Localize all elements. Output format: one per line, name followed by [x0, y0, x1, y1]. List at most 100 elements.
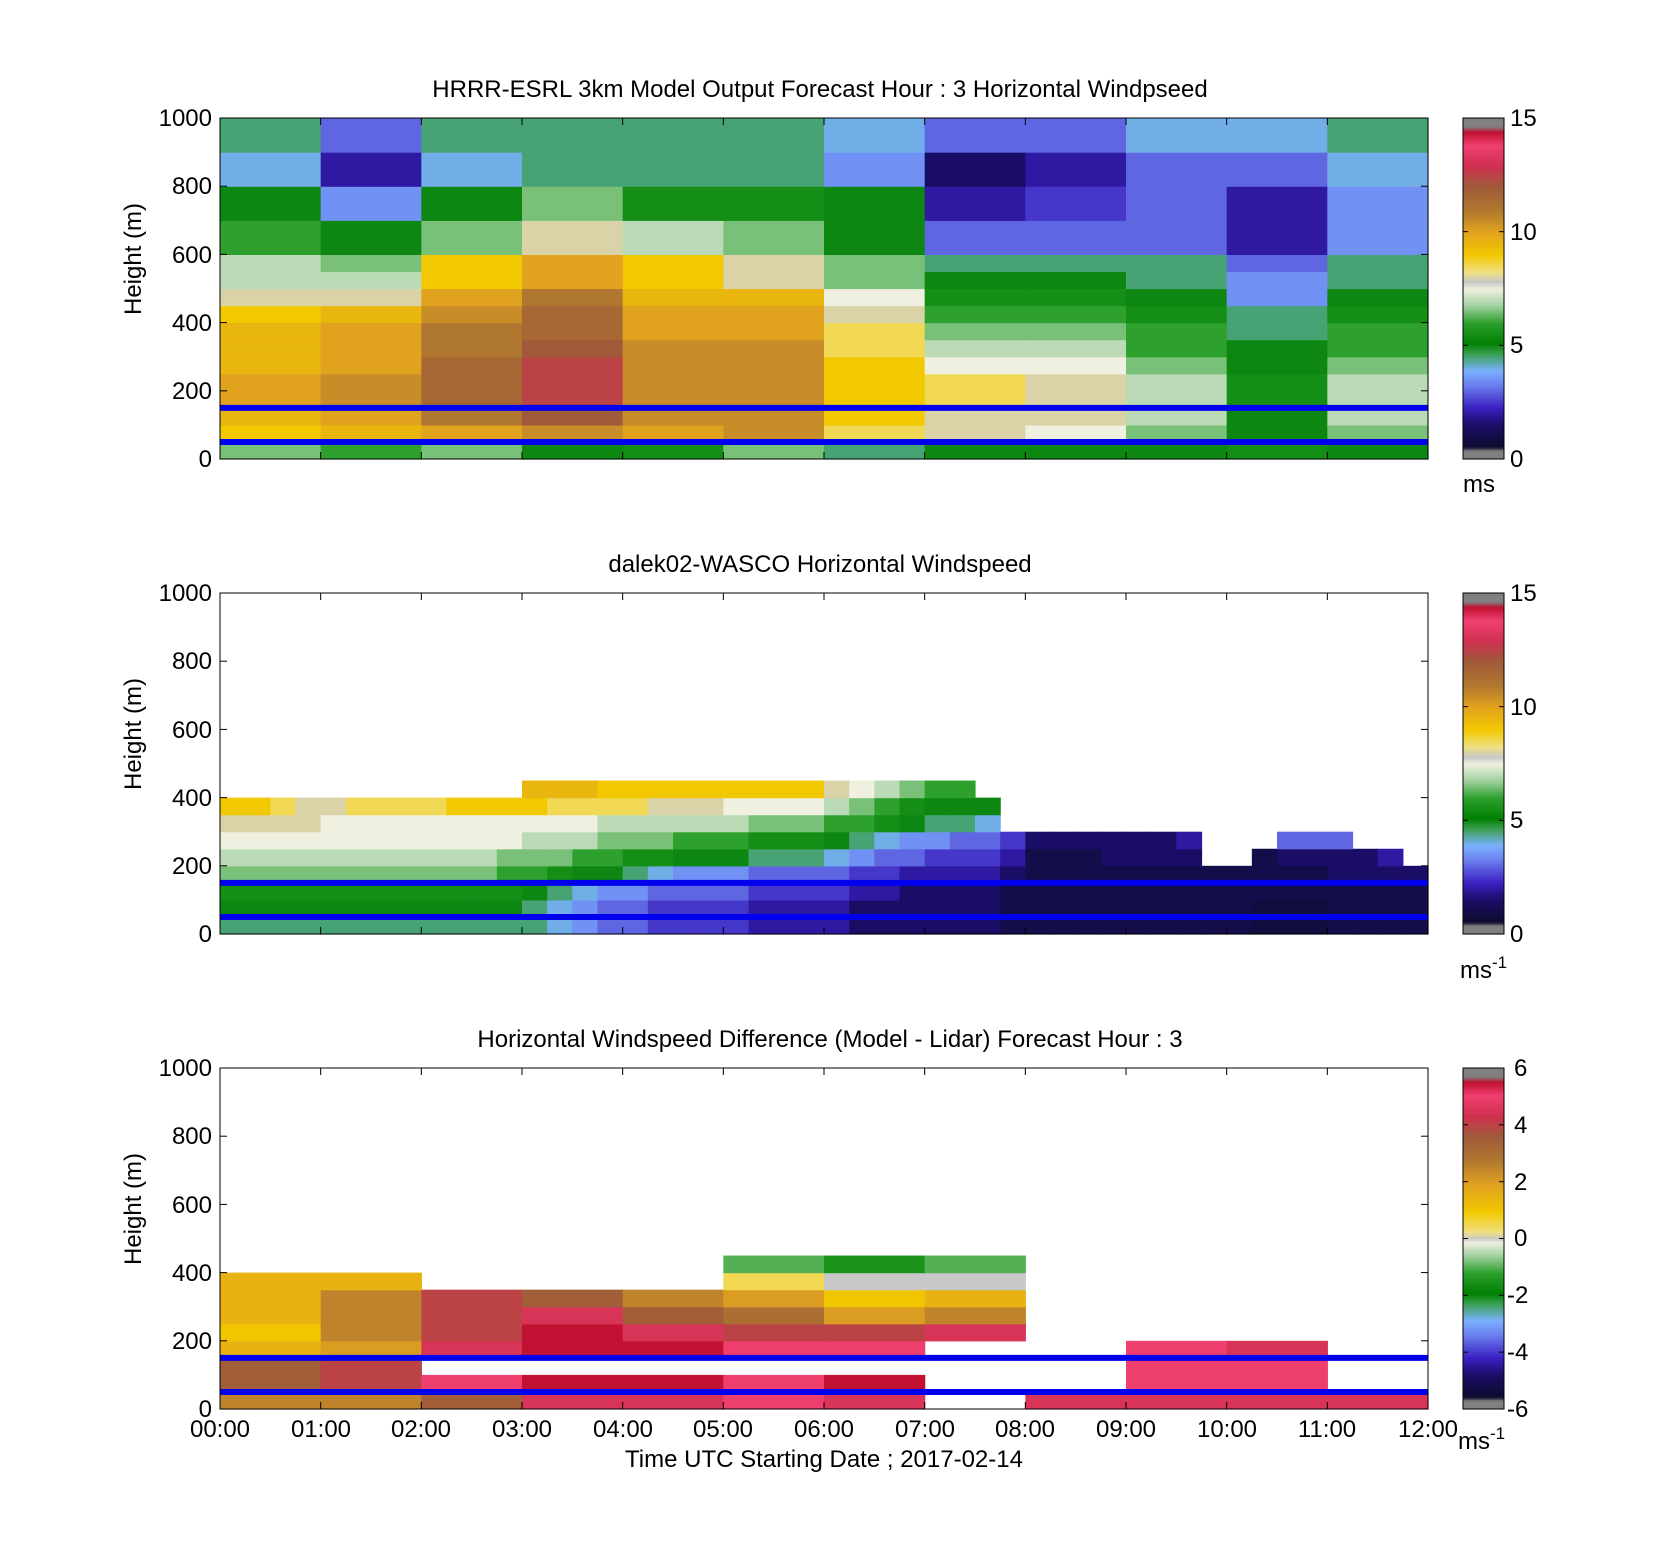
colorbar-segment [1463, 1156, 1504, 1159]
heatmap-cell [622, 814, 649, 833]
heatmap-cell [1025, 865, 1052, 884]
heatmap-cell [446, 865, 473, 884]
colorbar-segment [1463, 1126, 1504, 1129]
heatmap-cell [345, 916, 372, 935]
heatmap-cell [471, 814, 498, 833]
heatmap-cell [597, 797, 624, 816]
colorbar-unit: ms-1 [1458, 1424, 1505, 1455]
panel-lidar-y-tick-marks [220, 592, 1428, 935]
colorbar-segment [1463, 685, 1504, 688]
heatmap-cell [522, 288, 624, 307]
colorbar-segment [1463, 1308, 1504, 1312]
heatmap-cell [220, 831, 246, 850]
heatmap-cell [421, 373, 523, 392]
heatmap-cell [220, 1391, 322, 1410]
heatmap-cell [1327, 882, 1354, 901]
heatmap-cell [245, 865, 271, 884]
heatmap-cell [220, 220, 322, 255]
colorbar-segment [1463, 236, 1504, 239]
colorbar-segment [1463, 745, 1504, 749]
heatmap-cell [723, 322, 825, 341]
colorbar-segment [1463, 709, 1504, 712]
heatmap-cell [824, 848, 850, 867]
colorbar-segment [1463, 1098, 1504, 1101]
heatmap-cell [773, 848, 800, 867]
heatmap-cell [798, 865, 825, 884]
heatmap-cell [1025, 220, 1127, 255]
colorbar-segment [1463, 1244, 1504, 1248]
colorbar-segment [1463, 881, 1504, 885]
x-axis-label: Time UTC Starting Date ; 2017-02-14 [625, 1446, 1023, 1473]
heatmap-cell [824, 271, 926, 290]
heatmap-cell [723, 288, 825, 307]
colorbar-tick-label: -4 [1507, 1339, 1528, 1366]
heatmap-cell [849, 831, 875, 850]
colorbar-segment [1463, 1178, 1504, 1181]
heatmap-cell [723, 848, 750, 867]
colorbar-segment [1463, 1226, 1504, 1230]
colorbar-tick-label: 2 [1514, 1169, 1527, 1196]
colorbar-segment [1463, 627, 1504, 630]
heatmap-cell [824, 1272, 926, 1291]
heatmap-cell [245, 899, 271, 918]
heatmap-cell [924, 390, 1026, 409]
heatmap-cell [924, 271, 1026, 290]
heatmap-cell [723, 186, 825, 221]
colorbar-segment [1463, 1142, 1504, 1145]
heatmap-cell [1327, 441, 1429, 460]
colorbar-segment [1463, 1404, 1504, 1408]
colorbar-segment [1463, 214, 1504, 217]
heatmap-cell [622, 186, 724, 221]
colorbar-segment [1463, 1374, 1504, 1378]
heatmap-cell [270, 882, 297, 901]
heatmap-cell [924, 899, 951, 918]
colorbar-segment [1463, 705, 1504, 708]
colorbar-segment [1463, 905, 1504, 909]
colorbar-box [1462, 592, 1505, 935]
heatmap-cell [496, 831, 523, 850]
colorbar-segment [1463, 1394, 1504, 1398]
heatmap-cell [1050, 865, 1077, 884]
heatmap-cell [824, 1323, 926, 1342]
colorbar-segment [1463, 1362, 1504, 1366]
heatmap-cell [295, 831, 322, 850]
colorbar-segment [1463, 719, 1504, 722]
colorbar-segment [1463, 1254, 1504, 1258]
heatmap-cell [924, 831, 951, 850]
heatmap-cell [1126, 831, 1152, 850]
x-tick-label: 05:00 [693, 1416, 753, 1443]
heatmap-cell [1176, 882, 1203, 901]
y-tick-label: 200 [172, 378, 212, 405]
heatmap-cell [949, 814, 976, 833]
heatmap-cell [622, 356, 724, 375]
heatmap-cell [320, 1391, 422, 1410]
colorbar-segment [1463, 164, 1504, 167]
colorbar-segment [1463, 839, 1504, 843]
colorbar-segment [1463, 1102, 1504, 1105]
heatmap-cell [924, 1323, 1026, 1342]
heatmap-cell [421, 152, 523, 187]
colorbar-segment [1463, 422, 1504, 426]
colorbar-segment [1463, 224, 1504, 227]
heatmap-cell [824, 186, 926, 221]
heatmap-cell [522, 322, 624, 341]
heatmap-cell [723, 1289, 825, 1308]
heatmap-cell [924, 186, 1026, 221]
colorbar-segment [1463, 1284, 1504, 1288]
heatmap-cell [698, 882, 724, 901]
heatmap-cell [723, 1340, 825, 1359]
heatmap-cell [421, 322, 523, 341]
heatmap-cell [1126, 1340, 1228, 1359]
colorbar-segment [1463, 122, 1504, 125]
colorbar-segment [1463, 1208, 1504, 1212]
heatmap-cell [1025, 831, 1052, 850]
colorbar-segment [1463, 140, 1504, 143]
heatmap-cell [1277, 831, 1303, 850]
colorbar-segment [1463, 186, 1504, 189]
colorbar-segment [1463, 773, 1504, 777]
colorbar-segment [1463, 378, 1504, 382]
colorbar-segment [1463, 1130, 1504, 1133]
colorbar-segment [1463, 252, 1504, 255]
heatmap-cell [320, 848, 347, 867]
heatmap-cell [1000, 916, 1026, 935]
